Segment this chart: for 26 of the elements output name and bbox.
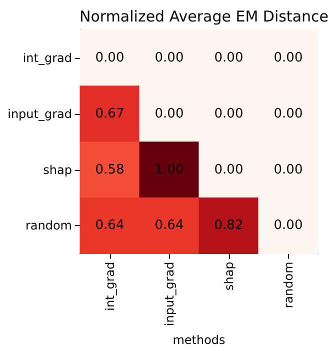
- data-label: 0.58: [95, 162, 124, 178]
- x-tick-label: int_grad: [102, 262, 117, 311]
- chart-title: Normalized Average EM Distance: [80, 8, 328, 26]
- x-tick-label: input_grad: [162, 262, 176, 326]
- data-label: 0.67: [95, 106, 124, 122]
- data-label: 0.00: [274, 50, 303, 66]
- data-label: 0.64: [154, 218, 184, 234]
- x-tick-label: shap: [222, 262, 236, 291]
- data-label: 0.00: [214, 50, 244, 66]
- data-label: 0.00: [95, 50, 124, 66]
- data-label: 0.00: [154, 50, 184, 66]
- x-tick-label: random: [281, 262, 296, 308]
- data-label: 1.00: [154, 162, 184, 178]
- y-tick-label: shap: [43, 162, 72, 177]
- data-label: 0.00: [154, 106, 184, 122]
- y-tick-label: input_grad: [8, 106, 72, 121]
- data-label: 0.00: [274, 162, 303, 178]
- y-tick-label: int_grad: [22, 50, 72, 65]
- data-label: 0.00: [274, 218, 303, 234]
- data-label: 0.00: [274, 106, 303, 122]
- data-label: 0.64: [95, 218, 124, 234]
- data-label: 0.82: [214, 218, 244, 234]
- data-label: 0.00: [214, 162, 244, 178]
- data-label: 0.00: [214, 106, 244, 122]
- x-axis-title: methods: [172, 333, 226, 347]
- y-tick-label: random: [25, 218, 72, 233]
